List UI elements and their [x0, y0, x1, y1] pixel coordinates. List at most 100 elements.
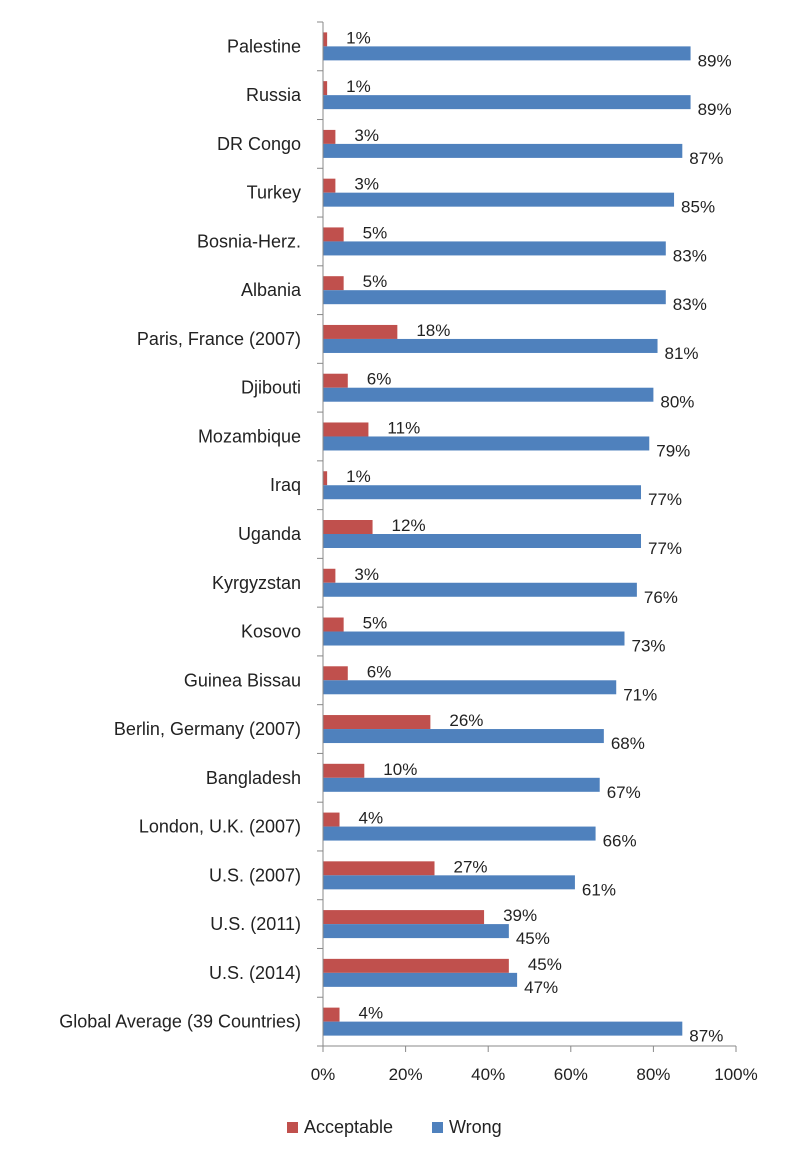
bar-acceptable	[323, 227, 344, 242]
category-label: Kosovo	[241, 622, 301, 642]
bar-acceptable	[323, 1007, 340, 1022]
bar-wrong	[323, 729, 604, 744]
bar-acceptable	[323, 958, 509, 973]
bars-group	[317, 21, 691, 1047]
data-label-wrong: 73%	[631, 637, 665, 656]
bar-acceptable	[323, 715, 431, 730]
data-label-acceptable: 3%	[354, 565, 379, 584]
bar-wrong	[323, 680, 617, 695]
bar-acceptable	[323, 812, 340, 827]
bar-wrong	[323, 436, 650, 451]
legend-swatch-acceptable	[287, 1122, 298, 1133]
bar-wrong	[323, 631, 625, 646]
bar-wrong	[323, 95, 691, 110]
data-label-acceptable: 1%	[346, 28, 371, 47]
data-label-acceptable: 6%	[367, 370, 392, 389]
bar-wrong	[323, 875, 575, 890]
category-label: U.S. (2007)	[209, 865, 301, 885]
bar-acceptable	[323, 910, 485, 925]
bar-acceptable	[323, 373, 348, 388]
data-label-acceptable: 45%	[528, 955, 562, 974]
data-label-wrong: 79%	[656, 441, 690, 460]
data-label-wrong: 61%	[582, 880, 616, 899]
category-label: Guinea Bissau	[184, 670, 301, 690]
data-label-wrong: 87%	[689, 1027, 723, 1046]
data-label-acceptable: 4%	[359, 1004, 384, 1023]
bar-wrong	[323, 582, 637, 597]
data-label-acceptable: 5%	[363, 223, 388, 242]
legend-swatch-wrong	[432, 1122, 443, 1133]
data-label-wrong: 45%	[516, 929, 550, 948]
category-label: Berlin, Germany (2007)	[114, 719, 301, 739]
bar-acceptable	[323, 861, 435, 876]
bar-acceptable	[323, 666, 348, 681]
data-label-acceptable: 5%	[363, 272, 388, 291]
data-label-acceptable: 12%	[392, 516, 426, 535]
x-tick-label: 0%	[311, 1065, 336, 1084]
bar-wrong	[323, 338, 658, 353]
data-label-wrong: 89%	[698, 51, 732, 70]
data-label-acceptable: 39%	[503, 906, 537, 925]
data-label-acceptable: 4%	[359, 809, 384, 828]
bar-wrong	[323, 924, 509, 939]
x-tick-label: 100%	[714, 1065, 757, 1084]
labels-group: Palestine 1% 89% Russia 1% 89% DR Congo 3% 87% Tu…	[59, 28, 731, 1045]
data-label-wrong: 83%	[673, 295, 707, 314]
bar-acceptable	[323, 617, 344, 632]
x-tick-label: 80%	[636, 1065, 670, 1084]
bar-acceptable	[323, 471, 328, 486]
data-label-acceptable: 26%	[449, 711, 483, 730]
x-tick-label: 20%	[389, 1065, 423, 1084]
data-label-acceptable: 6%	[367, 662, 392, 681]
category-label: Global Average (39 Countries)	[59, 1012, 301, 1032]
data-label-wrong: 87%	[689, 149, 723, 168]
bar-wrong	[323, 534, 642, 548]
category-label: U.S. (2011)	[210, 914, 301, 934]
category-label: Bosnia-Herz.	[197, 231, 301, 251]
data-label-acceptable: 3%	[354, 175, 379, 194]
bar-acceptable	[323, 32, 328, 47]
x-tick-label: 60%	[554, 1065, 588, 1084]
bar-acceptable	[323, 763, 365, 778]
data-label-acceptable: 1%	[346, 77, 371, 96]
bar-acceptable	[323, 520, 373, 534]
data-label-acceptable: 11%	[387, 418, 420, 437]
data-label-wrong: 89%	[698, 100, 732, 119]
bar-acceptable	[323, 276, 344, 291]
bar-acceptable	[323, 422, 369, 437]
category-label: Russia	[246, 85, 302, 105]
category-label: Palestine	[227, 36, 301, 56]
bar-wrong	[323, 46, 691, 61]
category-label: Djibouti	[241, 378, 301, 398]
category-label: Iraq	[270, 475, 301, 495]
category-label: Mozambique	[198, 426, 301, 446]
bar-wrong	[323, 290, 666, 305]
data-label-acceptable: 27%	[454, 857, 488, 876]
category-label: London, U.K. (2007)	[139, 817, 301, 837]
data-label-wrong: 68%	[611, 734, 645, 753]
bar-acceptable	[323, 129, 336, 144]
bar-wrong	[323, 192, 675, 207]
bar-wrong	[323, 241, 666, 256]
x-tick-label: 40%	[471, 1065, 505, 1084]
bar-wrong	[323, 485, 642, 500]
bar-acceptable	[323, 568, 336, 583]
bar-wrong	[323, 143, 683, 158]
data-label-wrong: 76%	[644, 588, 678, 607]
category-label: Kyrgyzstan	[212, 573, 301, 593]
data-label-wrong: 85%	[681, 198, 715, 217]
data-label-wrong: 47%	[524, 978, 558, 997]
bar-wrong	[323, 826, 596, 841]
data-label-wrong: 81%	[665, 344, 699, 363]
bar-acceptable	[323, 178, 336, 193]
data-label-wrong: 71%	[623, 685, 657, 704]
category-label: U.S. (2014)	[209, 963, 301, 983]
bar-wrong	[323, 972, 518, 987]
data-label-wrong: 83%	[673, 246, 707, 265]
data-label-acceptable: 5%	[363, 614, 388, 633]
data-label-acceptable: 3%	[354, 126, 379, 145]
category-label: DR Congo	[217, 134, 301, 154]
category-label: Albania	[241, 280, 302, 300]
